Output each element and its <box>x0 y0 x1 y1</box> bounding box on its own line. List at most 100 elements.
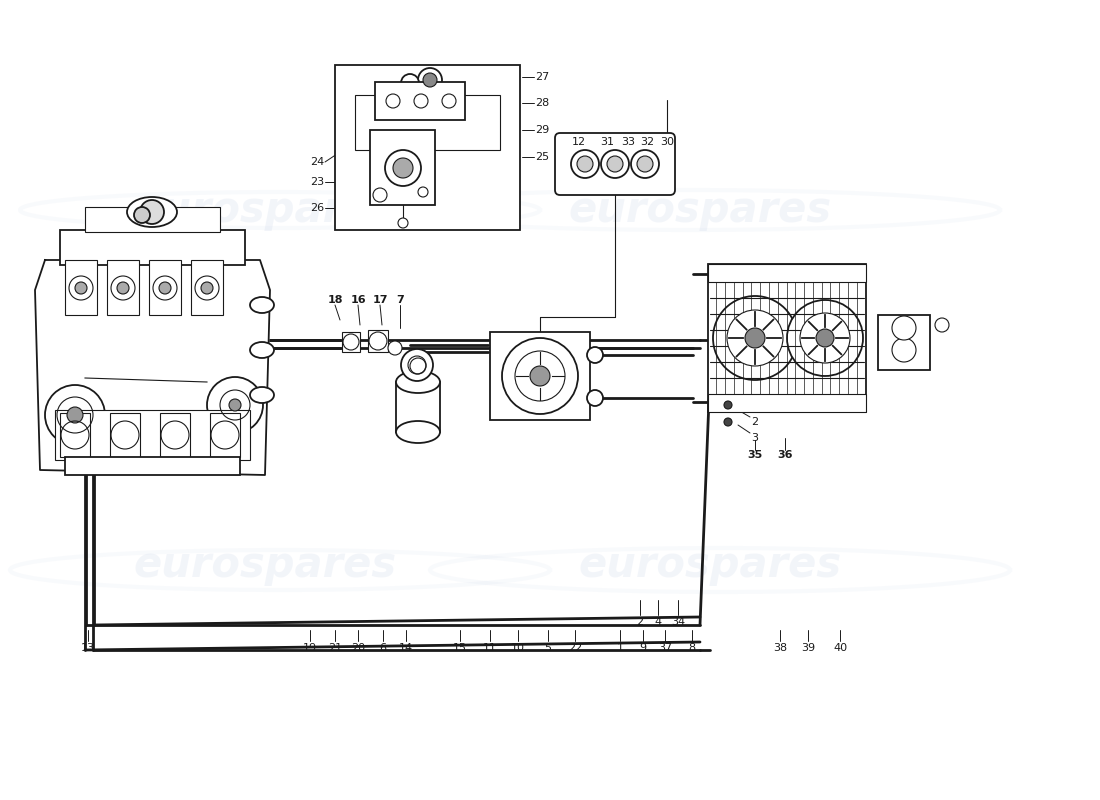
Circle shape <box>393 158 412 178</box>
Text: 2: 2 <box>637 617 644 627</box>
Text: 40: 40 <box>833 643 847 653</box>
Circle shape <box>935 318 949 332</box>
Circle shape <box>414 94 428 108</box>
Bar <box>210 413 240 457</box>
Circle shape <box>385 150 421 186</box>
Circle shape <box>724 418 732 426</box>
Text: 34: 34 <box>671 617 685 627</box>
Circle shape <box>502 338 578 414</box>
Bar <box>65 457 240 475</box>
Text: 3: 3 <box>751 433 759 443</box>
Text: 35: 35 <box>747 450 762 460</box>
Circle shape <box>201 282 213 294</box>
Circle shape <box>530 366 550 386</box>
Circle shape <box>140 200 164 224</box>
Text: 12: 12 <box>572 137 586 147</box>
Circle shape <box>45 385 104 445</box>
Circle shape <box>713 296 798 380</box>
Circle shape <box>418 68 442 92</box>
Text: 24: 24 <box>310 157 324 167</box>
Text: 8: 8 <box>689 643 695 653</box>
Text: 37: 37 <box>658 643 672 653</box>
Bar <box>336 65 520 230</box>
Bar <box>375 82 465 120</box>
Text: 32: 32 <box>640 137 654 147</box>
FancyBboxPatch shape <box>556 133 675 195</box>
Text: 1: 1 <box>616 643 624 653</box>
Circle shape <box>134 207 150 223</box>
Bar <box>708 264 866 412</box>
Circle shape <box>515 351 565 401</box>
Bar <box>60 413 90 457</box>
Bar <box>368 330 388 352</box>
Bar <box>396 382 440 432</box>
Text: 9: 9 <box>639 643 647 653</box>
Text: 38: 38 <box>773 643 788 653</box>
Circle shape <box>207 377 263 433</box>
Text: 29: 29 <box>535 125 549 135</box>
Text: 19: 19 <box>302 643 317 653</box>
Circle shape <box>402 349 433 381</box>
Ellipse shape <box>250 297 274 313</box>
Circle shape <box>75 282 87 294</box>
Text: 33: 33 <box>621 137 635 147</box>
Text: 2: 2 <box>751 417 759 427</box>
Circle shape <box>727 310 783 366</box>
Circle shape <box>160 282 170 294</box>
Text: 36: 36 <box>778 450 793 460</box>
Circle shape <box>229 399 241 411</box>
Ellipse shape <box>396 371 440 393</box>
Bar <box>55 410 250 460</box>
Text: 10: 10 <box>512 643 525 653</box>
Text: 4: 4 <box>654 617 661 627</box>
Text: 39: 39 <box>801 643 815 653</box>
Bar <box>355 95 500 150</box>
Text: 25: 25 <box>535 152 549 162</box>
Ellipse shape <box>126 197 177 227</box>
Bar <box>708 394 866 412</box>
Circle shape <box>571 150 600 178</box>
Text: 17: 17 <box>372 295 387 305</box>
Circle shape <box>601 150 629 178</box>
Text: 15: 15 <box>453 643 468 653</box>
Text: 31: 31 <box>600 137 614 147</box>
Bar <box>342 332 360 352</box>
Text: eurospares: eurospares <box>133 544 397 586</box>
Circle shape <box>587 347 603 363</box>
Circle shape <box>587 390 603 406</box>
Circle shape <box>892 316 916 340</box>
Circle shape <box>388 341 401 355</box>
Circle shape <box>418 187 428 197</box>
Circle shape <box>786 300 864 376</box>
Circle shape <box>373 188 387 202</box>
Circle shape <box>724 401 732 409</box>
Text: 21: 21 <box>328 643 342 653</box>
Circle shape <box>410 358 426 374</box>
Text: eurospares: eurospares <box>133 189 397 231</box>
Circle shape <box>67 407 82 423</box>
Text: 11: 11 <box>483 643 497 653</box>
Text: 27: 27 <box>535 72 549 82</box>
Circle shape <box>424 73 437 87</box>
Circle shape <box>368 332 387 350</box>
Circle shape <box>816 329 834 347</box>
Text: 20: 20 <box>351 643 365 653</box>
Circle shape <box>578 156 593 172</box>
Polygon shape <box>35 260 270 475</box>
Bar <box>708 264 866 282</box>
Circle shape <box>398 218 408 228</box>
Circle shape <box>386 94 400 108</box>
Circle shape <box>442 94 456 108</box>
Bar <box>191 260 223 315</box>
Ellipse shape <box>396 421 440 443</box>
Text: 6: 6 <box>379 643 386 653</box>
Text: 13: 13 <box>81 643 95 653</box>
Circle shape <box>117 282 129 294</box>
Text: 26: 26 <box>310 203 324 213</box>
Circle shape <box>745 328 764 348</box>
Text: 14: 14 <box>399 643 414 653</box>
Text: 18: 18 <box>328 295 343 305</box>
Text: 23: 23 <box>310 177 324 187</box>
Text: 7: 7 <box>396 295 404 305</box>
Bar <box>148 260 182 315</box>
